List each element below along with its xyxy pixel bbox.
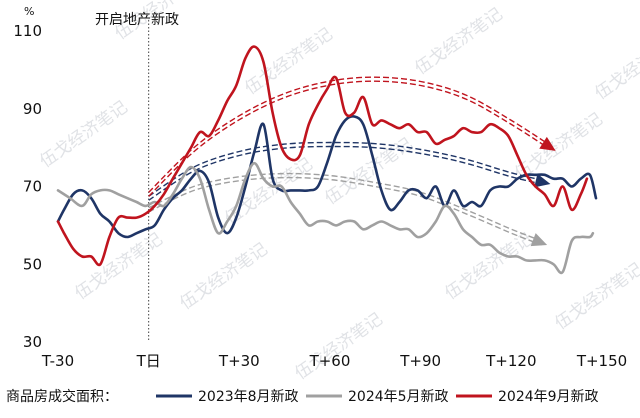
y-tick-label: 50 xyxy=(23,255,42,273)
watermark-text: 伍戈经济笔记 xyxy=(411,4,506,79)
x-tick-label: T+60 xyxy=(309,352,351,370)
watermark-text: 伍戈经济笔记 xyxy=(291,309,386,384)
watermark-text: 伍戈经济笔记 xyxy=(71,229,166,304)
y-axis-unit: % xyxy=(24,5,34,18)
x-axis: T-30 T日 T+30 T+60 T+90 T+120 T+150 xyxy=(41,352,627,370)
watermark-layer: 伍戈经济笔记伍戈经济笔记伍戈经济笔记伍戈经济笔记伍戈经济笔记伍戈经济笔记伍戈经济… xyxy=(36,0,640,384)
trend-arrowhead xyxy=(539,136,556,151)
watermark-text: 伍戈经济笔记 xyxy=(441,229,536,304)
y-tick-label: 70 xyxy=(23,178,42,196)
series-line xyxy=(56,161,595,275)
series-line-layer xyxy=(56,45,598,275)
legend: 商品房成交面积： 2023年8月新政 2024年5月新政 2024年9月新政 xyxy=(6,388,599,405)
y-tick-label: 30 xyxy=(23,333,42,351)
x-tick-label: T-30 xyxy=(41,352,74,370)
trend-dashed-line xyxy=(148,176,542,246)
watermark-text: 伍戈经济笔记 xyxy=(591,29,640,104)
trend-arrow-layer xyxy=(148,76,556,247)
trend-arrowhead xyxy=(534,173,551,188)
watermark-text: 伍戈经济笔记 xyxy=(176,239,271,314)
watermark-text: 伍戈经济笔记 xyxy=(241,24,336,99)
legend-title: 商品房成交面积： xyxy=(6,388,118,405)
trend-dashed-line xyxy=(148,80,551,197)
y-tick-label: 110 xyxy=(13,22,42,40)
legend-entry: 2024年9月新政 xyxy=(498,389,599,405)
policy-annotation: 开启地产新政 xyxy=(95,12,179,28)
trend-dashed-line xyxy=(148,76,551,193)
legend-entry: 2023年8月新政 xyxy=(198,389,299,405)
trend-dashed-line xyxy=(148,172,542,242)
x-tick-label: T+150 xyxy=(576,352,627,370)
series-line xyxy=(56,45,589,267)
x-tick-label: T+90 xyxy=(399,352,441,370)
x-tick-label: T日 xyxy=(136,352,161,370)
legend-entry: 2024年5月新政 xyxy=(348,389,449,405)
series-line xyxy=(56,115,598,239)
watermark-text: 伍戈经济笔记 xyxy=(36,97,131,172)
y-axis: 30 50 70 90 110 xyxy=(13,22,42,351)
trend-dashed-line xyxy=(148,141,545,197)
x-tick-label: T+30 xyxy=(218,352,260,370)
trend-arrowhead xyxy=(530,233,548,247)
trend-dashed-line xyxy=(148,145,545,201)
x-tick-label: T+120 xyxy=(485,352,536,370)
y-tick-label: 90 xyxy=(23,100,42,118)
